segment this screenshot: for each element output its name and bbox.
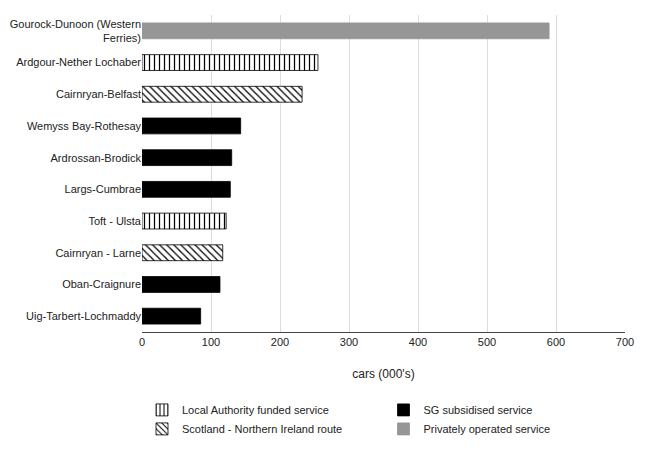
svg-text:Toft - Ulsta: Toft - Ulsta bbox=[88, 215, 141, 227]
svg-text:Gourock-Dunoon (WesternFerries: Gourock-Dunoon (WesternFerries) bbox=[10, 18, 141, 44]
svg-text:Local Authority funded service: Local Authority funded service bbox=[182, 404, 329, 416]
svg-text:Privately operated service: Privately operated service bbox=[424, 423, 551, 435]
svg-text:Ardrossan-Brodick: Ardrossan-Brodick bbox=[51, 152, 142, 164]
svg-text:600: 600 bbox=[547, 336, 565, 348]
svg-text:Largs-Cumbrae: Largs-Cumbrae bbox=[65, 183, 141, 195]
svg-text:Cairnryan - Larne: Cairnryan - Larne bbox=[55, 247, 141, 259]
svg-text:Oban-Craignure: Oban-Craignure bbox=[62, 278, 141, 290]
svg-text:500: 500 bbox=[478, 336, 496, 348]
svg-text:Wemyss Bay-Rothesay: Wemyss Bay-Rothesay bbox=[27, 120, 142, 132]
svg-text:Scotland - Northern Ireland ro: Scotland - Northern Ireland route bbox=[182, 423, 342, 435]
svg-text:100: 100 bbox=[202, 336, 220, 348]
svg-text:Ardgour-Nether Lochaber: Ardgour-Nether Lochaber bbox=[16, 56, 141, 68]
svg-text:400: 400 bbox=[409, 336, 427, 348]
svg-text:cars (000's): cars (000's) bbox=[352, 367, 414, 381]
svg-text:200: 200 bbox=[271, 336, 289, 348]
svg-text:700: 700 bbox=[616, 336, 634, 348]
svg-text:Uig-Tarbert-Lochmaddy: Uig-Tarbert-Lochmaddy bbox=[26, 310, 141, 322]
svg-text:300: 300 bbox=[340, 336, 358, 348]
svg-text:SG subsidised service: SG subsidised service bbox=[424, 404, 533, 416]
svg-text:0: 0 bbox=[139, 336, 145, 348]
svg-text:Cairnryan-Belfast: Cairnryan-Belfast bbox=[56, 88, 141, 100]
